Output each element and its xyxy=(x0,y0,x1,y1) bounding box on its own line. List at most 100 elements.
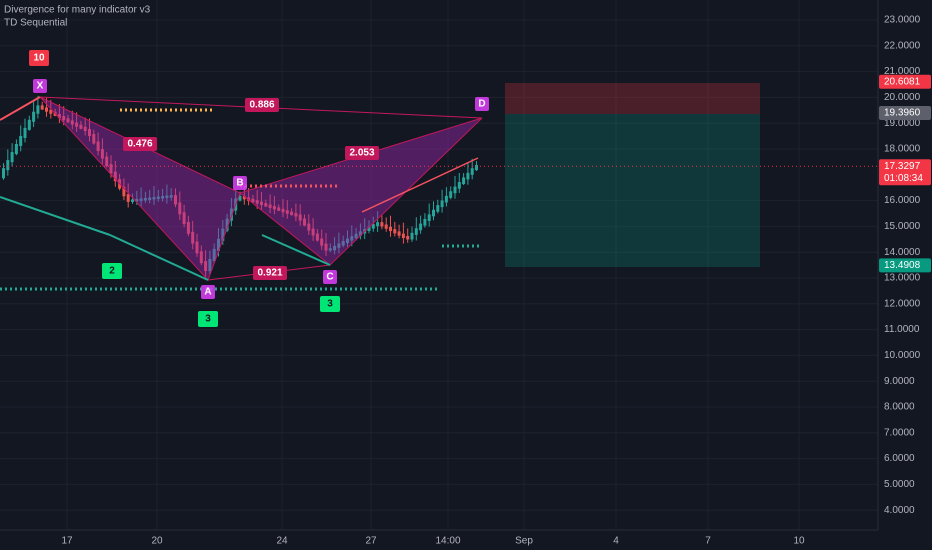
ratio-label: 2.053 xyxy=(349,148,374,159)
pattern-point-label: X xyxy=(37,81,44,92)
pattern-point-label: A xyxy=(204,287,211,298)
candle-body xyxy=(75,122,79,127)
td-count-label: 3 xyxy=(205,314,211,325)
candle-body xyxy=(113,171,117,182)
stop-zone xyxy=(505,83,760,114)
price-tick-label: 11.0000 xyxy=(884,324,920,335)
candle-body xyxy=(401,233,405,238)
price-tick-label: 16.0000 xyxy=(884,195,921,206)
time-tick-label: 7 xyxy=(705,536,711,547)
candle-body xyxy=(268,204,272,208)
candle-body xyxy=(350,236,354,241)
price-tick-label: 14.0000 xyxy=(884,247,921,258)
price-tick-label: 12.0000 xyxy=(884,298,921,309)
candle-body xyxy=(217,238,220,251)
candle-body xyxy=(105,156,109,167)
candle-body xyxy=(457,182,461,189)
price-tag xyxy=(879,105,931,120)
ratio-badge xyxy=(345,146,379,160)
candle-body xyxy=(178,202,182,215)
candle-body xyxy=(449,191,453,198)
price-tick-label: 13.0000 xyxy=(884,273,921,284)
candle-body xyxy=(174,195,177,205)
candle-body xyxy=(221,228,225,241)
price-tick-label: 6.0000 xyxy=(884,453,915,464)
candle-body xyxy=(419,223,423,231)
candle-body xyxy=(290,211,294,216)
candle-body xyxy=(19,135,23,146)
candle-body xyxy=(285,210,289,214)
ratio-badge xyxy=(123,137,157,151)
price-tick-label: 8.0000 xyxy=(884,402,915,413)
candle-body xyxy=(45,107,48,112)
trend-line xyxy=(109,234,209,281)
candle-body xyxy=(264,203,268,207)
candle-body xyxy=(242,195,246,200)
time-tick-label: 20 xyxy=(151,536,163,547)
candle-body xyxy=(191,231,195,244)
countdown: 01:08:34 xyxy=(884,173,923,184)
candle-body xyxy=(367,226,371,231)
candle-body xyxy=(109,164,113,174)
td-count-badge xyxy=(102,263,122,279)
candle-body xyxy=(135,198,139,202)
candle-body xyxy=(79,124,83,129)
candle-body xyxy=(156,196,160,200)
candles xyxy=(2,95,478,277)
ratio-badge xyxy=(253,266,287,280)
price-tick-label: 23.0000 xyxy=(884,15,921,26)
pattern-point-label: B xyxy=(236,178,243,189)
candle-body xyxy=(247,197,251,201)
price-tick-label: 19.0000 xyxy=(884,118,921,129)
candle-body xyxy=(337,243,341,248)
candle-body xyxy=(320,238,324,246)
candle-body xyxy=(281,208,285,213)
candle-body xyxy=(380,222,384,227)
price-tick-label: 9.0000 xyxy=(884,376,915,387)
td-count-label: 10 xyxy=(33,53,45,64)
candle-body xyxy=(346,238,349,244)
candle-body xyxy=(251,198,255,203)
candle-body xyxy=(384,224,388,229)
candle-body xyxy=(341,241,345,246)
price-tick-label: 10.0000 xyxy=(884,350,921,361)
time-tick-label: Sep xyxy=(515,536,533,547)
candle-body xyxy=(62,116,66,121)
candle-body xyxy=(470,168,474,175)
time-tick-label: 4 xyxy=(613,536,619,547)
candle-body xyxy=(440,200,444,208)
candle-body xyxy=(436,205,440,212)
td-count-label: 3 xyxy=(327,299,333,310)
candle-body xyxy=(10,152,14,163)
candle-body xyxy=(255,200,259,204)
candle-body xyxy=(358,231,362,236)
candle-body xyxy=(406,235,410,240)
time-tick-label: 17 xyxy=(61,536,73,547)
candle-body xyxy=(389,226,392,232)
candle-body xyxy=(23,127,27,138)
candle-body xyxy=(131,199,134,202)
candle-body xyxy=(212,248,216,261)
price-tag-label: 20.6081 xyxy=(884,76,921,87)
price-tick-label: 15.0000 xyxy=(884,221,921,232)
price-tag-label: 17.3297 xyxy=(884,161,921,172)
pattern-point-badge xyxy=(475,97,489,111)
candle-body xyxy=(307,223,311,231)
candle-body xyxy=(161,196,165,199)
ratio-label: 0.886 xyxy=(249,100,274,111)
candle-body xyxy=(96,141,100,152)
candle-body xyxy=(195,241,199,254)
ratio-label: 0.476 xyxy=(127,139,152,150)
candle-body xyxy=(225,218,229,231)
overlay: 23.0000 22.0000 21.0000 20.0000 19.0000 18.00… xyxy=(0,15,931,547)
candle-body xyxy=(165,195,169,199)
time-tick-label: 27 xyxy=(365,536,377,547)
ratio-badge xyxy=(245,98,279,112)
price-tag xyxy=(879,74,931,89)
candle-body xyxy=(303,218,306,226)
candle-body xyxy=(49,109,53,114)
candle-body xyxy=(432,209,435,217)
trend-line xyxy=(361,157,479,213)
candle-body xyxy=(208,258,212,272)
